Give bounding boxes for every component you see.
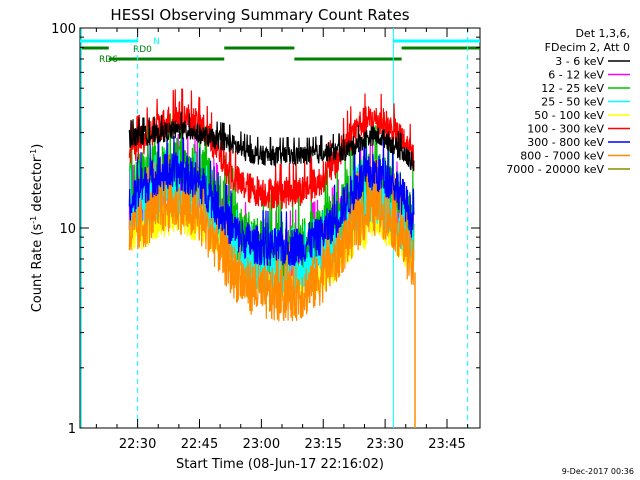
y-axis-label-end: ) [30,144,45,149]
y-tick-label: 10 [59,222,76,237]
y-tick-label: 1 [68,422,76,437]
x-ticks: 22:30 22:45 23:00 23:15 23:30 23:45 [95,28,469,452]
legend-label: 800 - 7000 keV [520,150,604,163]
chart-title: HESSI Observing Summary Count Rates [110,6,409,24]
y-axis-label-sup1: -1 [29,216,38,224]
legend-label: 100 - 300 keV [527,123,604,136]
legend-label: 6 - 12 keV [548,69,604,82]
y-tick-label: 100 [51,22,76,37]
legend-label: 3 - 6 keV [555,55,604,68]
series-800-7000kev [128,154,415,322]
x-tick-label: 23:00 [243,437,280,452]
series-3-6kev [128,112,415,172]
y-axis-label-mid: detector [30,156,45,216]
flag-label-n: N [153,37,160,47]
y-axis-label-main: Count Rate (s [30,224,45,313]
x-tick-label: 22:45 [181,437,218,452]
flag-label-rd0: RD0 [133,45,152,55]
x-tick-label: 22:30 [119,437,156,452]
series-300-800kev [128,136,415,267]
x-tick-label: 23:30 [366,437,403,452]
legend-header-1: Det 1,3,6, [575,27,630,40]
x-tick-label: 23:15 [305,437,342,452]
x-axis-label: Start Time (08-Jun-17 22:16:02) [176,457,384,472]
series-layer [128,88,416,428]
legend-label: 7000 - 20000 keV [506,163,604,176]
y-ticks: 1 10 100 [51,22,480,437]
legend-label: 50 - 100 keV [534,109,604,122]
legend-label: 25 - 50 keV [541,96,604,109]
y-axis-label-sup2: -1 [29,149,38,157]
y-axis-label: Count Rate (s-1 detector-1) [29,144,45,313]
legend-header-2: FDecim 2, Att 0 [545,41,630,54]
x-tick-label: 23:45 [428,437,465,452]
legend-label: 300 - 800 keV [527,136,604,149]
flag-label-rd6: RD6 [99,55,118,65]
series-100-300kev [128,88,415,211]
legend-label: 12 - 25 keV [541,82,604,95]
footer-date: 9-Dec-2017 00:36 [562,467,634,476]
